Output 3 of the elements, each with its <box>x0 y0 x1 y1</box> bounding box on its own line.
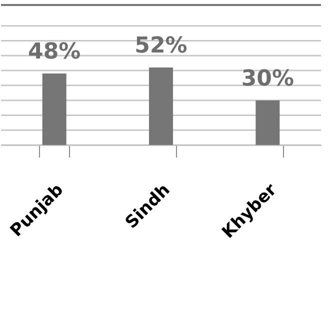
data-label: 52% <box>134 34 188 59</box>
data-label: 30% <box>241 66 294 92</box>
data-label: 48% <box>28 40 81 65</box>
